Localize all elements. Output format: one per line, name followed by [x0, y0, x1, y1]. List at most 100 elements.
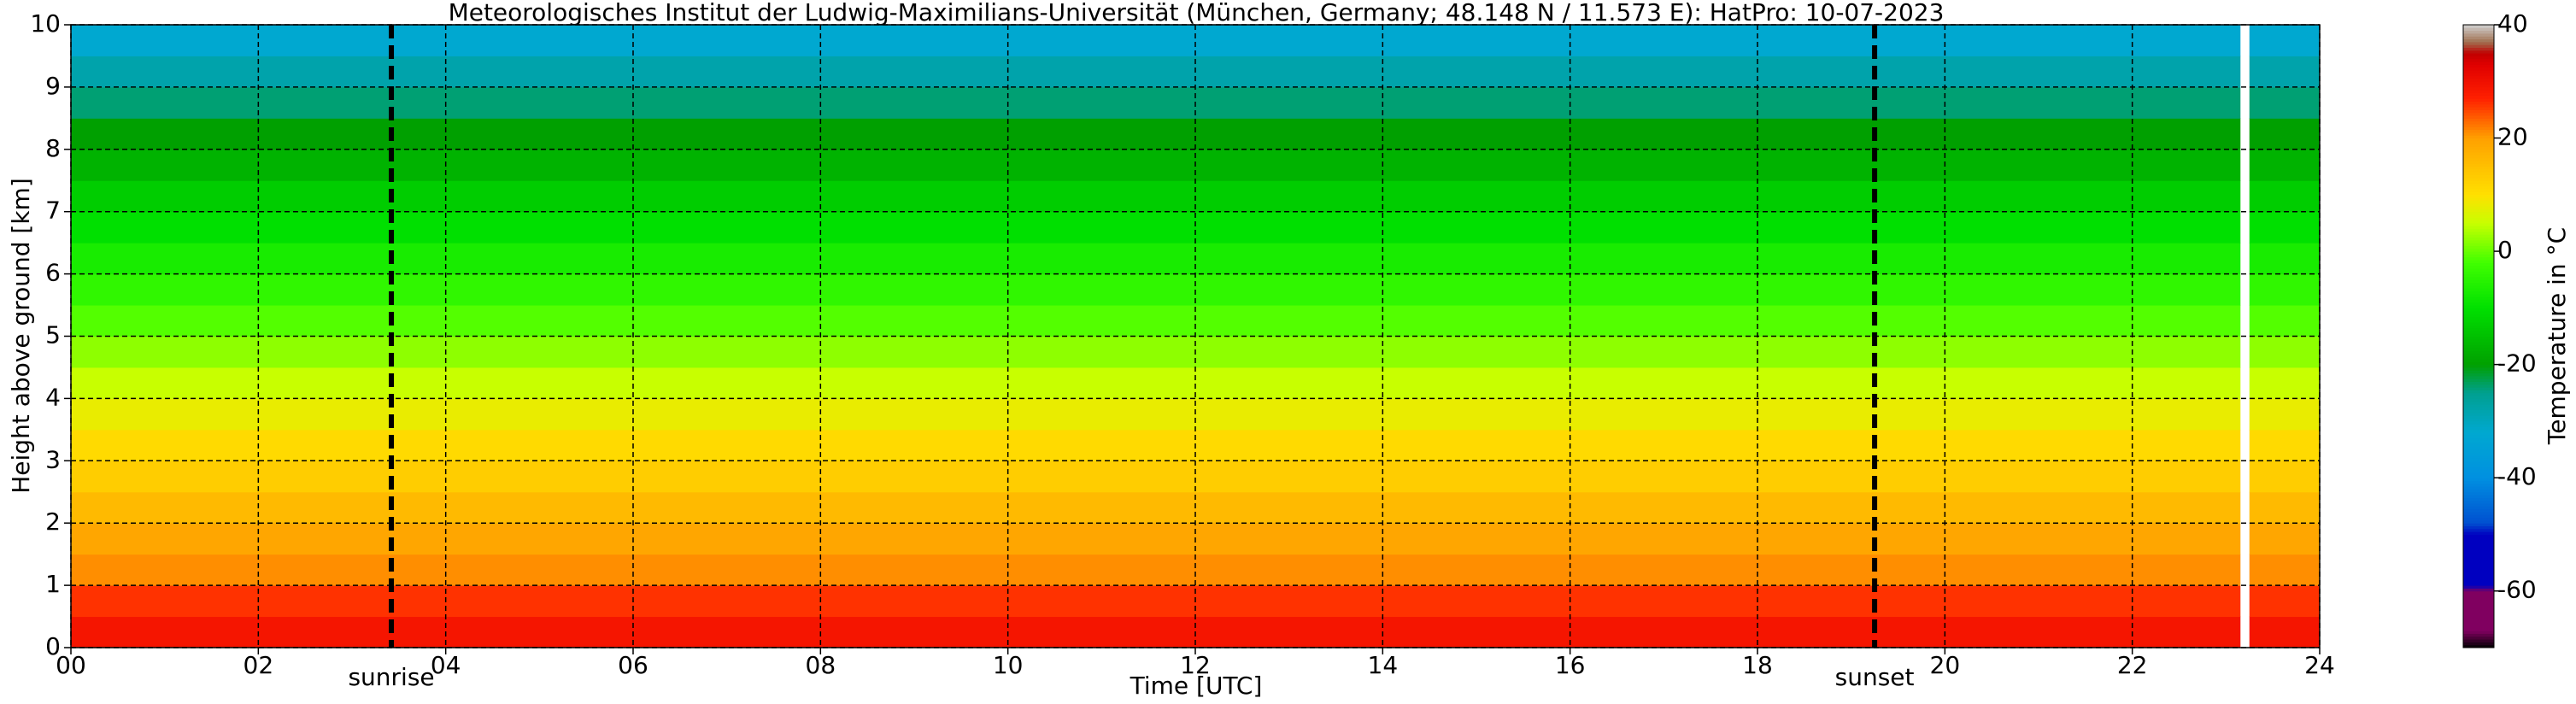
heatmap-cell	[71, 367, 2241, 399]
colorbar-segment	[2463, 392, 2494, 396]
colorbar-segment	[2463, 437, 2494, 442]
colorbar-segment	[2463, 495, 2494, 498]
colorbar-segment	[2463, 222, 2494, 226]
colorbar-segment	[2463, 214, 2494, 218]
colorbar-segment	[2463, 265, 2494, 269]
colorbar-segment	[2463, 202, 2494, 207]
colorbar-segment	[2463, 407, 2494, 411]
colorbar-segment	[2463, 642, 2494, 646]
colorbar-segment	[2463, 596, 2494, 601]
colorbar-segment	[2463, 503, 2494, 507]
heatmap-cell	[71, 180, 2241, 213]
colorbar-segment	[2463, 636, 2494, 640]
heatmap-cell	[2249, 305, 2321, 337]
colorbar-segment	[2463, 140, 2494, 144]
colorbar-segment	[2463, 616, 2494, 620]
colorbar-segment	[2463, 599, 2494, 603]
colorbar-segment	[2463, 588, 2494, 592]
colorbar-segment	[2463, 639, 2494, 642]
colorbar-segment	[2463, 288, 2494, 291]
colorbar-label: Temperature in °C	[2543, 227, 2571, 445]
colorbar-segment	[2463, 500, 2494, 504]
colorbar-segment	[2463, 378, 2494, 383]
colorbar-segment	[2463, 67, 2494, 71]
colorbar-segment	[2463, 401, 2494, 405]
colorbar-segment	[2463, 129, 2494, 133]
colorbar-segment	[2463, 537, 2494, 541]
y-tick-label: 1	[45, 570, 61, 598]
heatmap-cell	[71, 554, 2241, 586]
colorbar-segment	[2463, 197, 2494, 201]
colorbar-segment	[2463, 412, 2494, 416]
colorbar-segment	[2463, 534, 2494, 538]
x-tick-label: 12	[1180, 651, 1211, 679]
colorbar-segment	[2463, 491, 2494, 496]
heatmap-cell	[2249, 554, 2321, 586]
colorbar-segment	[2463, 573, 2494, 578]
colorbar-segment	[2463, 217, 2494, 221]
colorbar-segment	[2463, 370, 2494, 374]
heatmap-cell	[2249, 461, 2321, 493]
colorbar-segment	[2463, 185, 2494, 190]
colorbar-segment	[2463, 579, 2494, 584]
y-tick-label: 8	[45, 134, 61, 162]
heatmap-cell	[71, 491, 2241, 524]
chart-title: Meteorologisches Institut der Ludwig-Max…	[449, 0, 1945, 26]
colorbar-segment	[2463, 619, 2494, 623]
colorbar-tick-label: -40	[2497, 462, 2537, 490]
colorbar-segment	[2463, 625, 2494, 629]
x-tick-label: 18	[1742, 651, 1773, 679]
colorbar-segment	[2463, 396, 2494, 399]
colorbar-segment	[2463, 285, 2494, 289]
colorbar-segment	[2463, 367, 2494, 371]
y-tick-label: 3	[45, 445, 61, 473]
colorbar-segment	[2463, 384, 2494, 388]
colorbar-segment	[2463, 531, 2494, 535]
colorbar-segment	[2463, 135, 2494, 139]
colorbar-segment	[2463, 302, 2494, 306]
y-axis-label: Height above ground [km]	[7, 178, 35, 494]
colorbar-segment	[2463, 237, 2494, 241]
x-tick-label: 04	[431, 651, 461, 679]
heatmap-cell	[2249, 429, 2321, 461]
colorbar-segment	[2463, 243, 2494, 246]
colorbar-segment	[2463, 556, 2494, 560]
heatmap-cell	[71, 429, 2241, 461]
colorbar-segment	[2463, 571, 2494, 575]
colorbar-segment	[2463, 325, 2494, 329]
colorbar-segment	[2463, 517, 2494, 521]
colorbar-segment	[2463, 506, 2494, 510]
colorbar-segment	[2463, 234, 2494, 238]
heatmap-cell	[71, 243, 2241, 275]
colorbar-segment	[2463, 53, 2494, 56]
heatmap-cell	[71, 336, 2241, 368]
colorbar-segment	[2463, 549, 2494, 552]
colorbar-segment	[2463, 58, 2494, 62]
heatmap-cell	[2249, 491, 2321, 524]
colorbar-segment	[2463, 157, 2494, 161]
colorbar-segment	[2463, 565, 2494, 569]
colorbar-segment	[2463, 149, 2494, 153]
colorbar-segment	[2463, 387, 2494, 390]
heatmap-cell	[71, 523, 2241, 555]
heatmap-cell	[71, 211, 2241, 243]
colorbar-segment	[2463, 161, 2494, 164]
colorbar-segment	[2463, 200, 2494, 204]
colorbar-tick-label: -20	[2497, 349, 2537, 378]
x-tick-label: 02	[244, 651, 274, 679]
colorbar-segment	[2463, 375, 2494, 379]
colorbar-tick-label: 20	[2497, 123, 2528, 151]
colorbar-segment	[2463, 310, 2494, 314]
colorbar-segment	[2463, 73, 2494, 77]
colorbar-segment	[2463, 120, 2494, 125]
colorbar-segment	[2463, 260, 2494, 263]
colorbar-segment	[2463, 262, 2494, 267]
colorbar-segment	[2463, 25, 2494, 28]
colorbar-segment	[2463, 189, 2494, 193]
colorbar-segment	[2463, 577, 2494, 580]
colorbar-segment	[2463, 84, 2494, 88]
colorbar-segment	[2463, 554, 2494, 558]
colorbar-segment	[2463, 585, 2494, 589]
colorbar-segment	[2463, 483, 2494, 487]
